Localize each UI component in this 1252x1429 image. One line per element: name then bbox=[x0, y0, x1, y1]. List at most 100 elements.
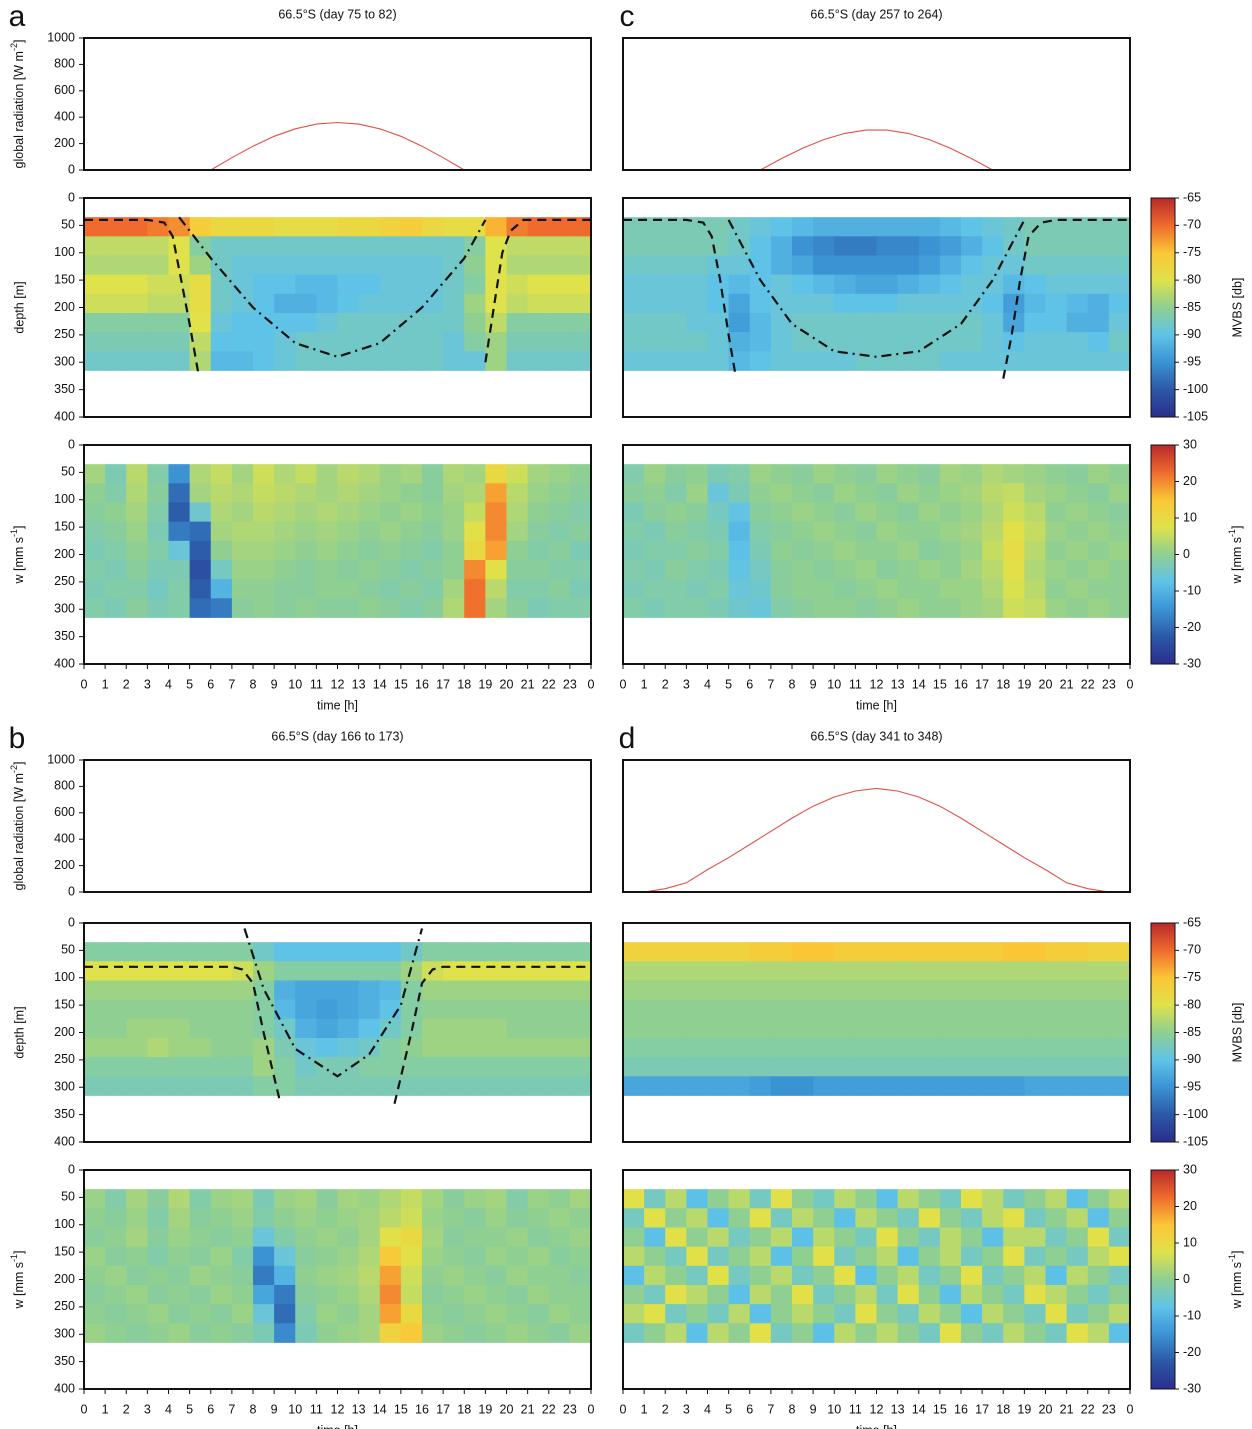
heatmap-cell bbox=[147, 942, 169, 962]
heatmap-cell bbox=[834, 540, 856, 561]
axes-frame bbox=[622, 197, 1131, 418]
heatmap-cell bbox=[84, 999, 106, 1020]
heatmap-cell bbox=[422, 217, 444, 237]
heatmap-cell bbox=[665, 332, 687, 352]
heatmap-cell bbox=[1024, 942, 1046, 962]
heatmap-cell bbox=[1003, 980, 1025, 1001]
heatmap-cell bbox=[792, 942, 814, 962]
heatmap-cell bbox=[686, 1057, 708, 1077]
heatmap-cell bbox=[686, 332, 708, 352]
heatmap-cell bbox=[337, 1189, 360, 1209]
heatmap-cell bbox=[665, 293, 687, 314]
heatmap-cell bbox=[422, 332, 444, 352]
heatmap-cell bbox=[1066, 999, 1089, 1020]
heatmap-cell bbox=[189, 980, 212, 1001]
heatmap-cell bbox=[274, 980, 296, 1001]
heatmap-cell bbox=[749, 1304, 772, 1324]
heatmap-cell bbox=[422, 1057, 444, 1077]
heatmap-cell bbox=[855, 293, 877, 314]
heatmap-cell bbox=[548, 293, 571, 314]
heatmap-cell bbox=[189, 1227, 212, 1248]
heatmap-cell bbox=[961, 1284, 983, 1305]
heatmap-cell bbox=[379, 1284, 402, 1305]
x-tick-label: 17 bbox=[975, 677, 989, 691]
heatmap-cell bbox=[231, 1037, 254, 1058]
heatmap-cell bbox=[1108, 598, 1131, 618]
heatmap-cell bbox=[897, 274, 920, 295]
heatmap-cell bbox=[168, 999, 191, 1020]
heatmap-cell bbox=[210, 999, 233, 1020]
x-tick-label: 16 bbox=[415, 1402, 429, 1416]
heatmap-cell bbox=[707, 1037, 730, 1058]
heatmap-cell bbox=[686, 942, 708, 962]
heatmap-cell bbox=[897, 1076, 920, 1096]
heatmap-cell bbox=[792, 293, 814, 314]
heatmap-cell bbox=[126, 1018, 148, 1039]
heatmap-cell bbox=[1003, 1284, 1025, 1305]
heatmap-cell bbox=[1087, 274, 1110, 295]
y-axis-label-part: -2 bbox=[9, 43, 19, 51]
heatmap-cell bbox=[1024, 293, 1046, 314]
heatmap-cell bbox=[548, 502, 571, 523]
heatmap-cell bbox=[527, 1037, 550, 1058]
heatmap-cell bbox=[231, 255, 254, 276]
heatmap-cell bbox=[834, 312, 856, 333]
heatmap-cell bbox=[792, 1323, 814, 1343]
heatmap-cell bbox=[379, 332, 402, 352]
heatmap-cell bbox=[813, 999, 835, 1020]
heatmap-cell bbox=[623, 1227, 645, 1248]
heatmap-cell bbox=[897, 312, 920, 333]
heatmap-cell bbox=[210, 559, 233, 580]
heatmap-cell bbox=[569, 999, 592, 1020]
heatmap-cell bbox=[707, 1018, 730, 1039]
heatmap-cell bbox=[84, 1057, 106, 1077]
heatmap-cell bbox=[982, 521, 1004, 542]
heatmap-cell bbox=[897, 483, 920, 503]
x-tick-label: 4 bbox=[704, 1402, 711, 1416]
heatmap-cell bbox=[1066, 559, 1089, 580]
x-tick-label: 22 bbox=[1081, 677, 1095, 691]
heatmap-cell bbox=[295, 274, 317, 295]
heatmap-cell bbox=[147, 1284, 169, 1305]
heatmap-cell bbox=[686, 255, 708, 276]
heatmap-cell bbox=[422, 293, 444, 314]
heatmap-cell bbox=[728, 598, 751, 618]
heatmap-cell bbox=[422, 980, 444, 1001]
x-axis-label: time [h] bbox=[317, 1423, 358, 1429]
heatmap-cell bbox=[834, 1246, 856, 1267]
heatmap-cell bbox=[400, 579, 423, 599]
heatmap-cell bbox=[749, 1037, 772, 1058]
heatmap-cell bbox=[295, 332, 317, 352]
heatmap-cell bbox=[548, 1323, 571, 1343]
heatmap-cell bbox=[1045, 483, 1068, 503]
heatmap-cell bbox=[485, 351, 507, 371]
heatmap-cell bbox=[686, 502, 708, 523]
x-tick-label: 23 bbox=[1102, 677, 1116, 691]
heatmap-cell bbox=[147, 312, 169, 333]
heatmap-cell bbox=[84, 980, 106, 1001]
heatmap-cell bbox=[548, 1076, 571, 1096]
x-tick-label: 6 bbox=[746, 1402, 753, 1416]
heatmap-cell bbox=[707, 1189, 730, 1209]
heatmap-cell bbox=[189, 1057, 212, 1077]
heatmap-cell bbox=[665, 579, 687, 599]
heatmap-cell bbox=[1066, 598, 1089, 618]
heatmap-cell bbox=[337, 1246, 360, 1267]
heatmap-cell bbox=[548, 1284, 571, 1305]
heatmap-cell bbox=[569, 332, 592, 352]
heatmap-cell bbox=[210, 598, 233, 618]
colorbar-tick-label: -75 bbox=[1183, 245, 1201, 259]
heatmap-cell bbox=[84, 1189, 106, 1209]
x-tick-label: 11 bbox=[849, 677, 862, 691]
heatmap-cell bbox=[210, 351, 233, 371]
heatmap-cell bbox=[485, 1323, 507, 1343]
heatmap-cell bbox=[644, 312, 666, 333]
heatmap-cell bbox=[644, 961, 666, 981]
heatmap-cell bbox=[897, 559, 920, 580]
migration-line bbox=[484, 218, 591, 363]
heatmap-cell bbox=[506, 255, 529, 276]
heatmap-cell bbox=[210, 980, 233, 1001]
x-tick-label: 0 bbox=[1127, 677, 1134, 691]
heatmap-cell bbox=[1045, 312, 1068, 333]
heatmap-cell bbox=[876, 540, 899, 561]
